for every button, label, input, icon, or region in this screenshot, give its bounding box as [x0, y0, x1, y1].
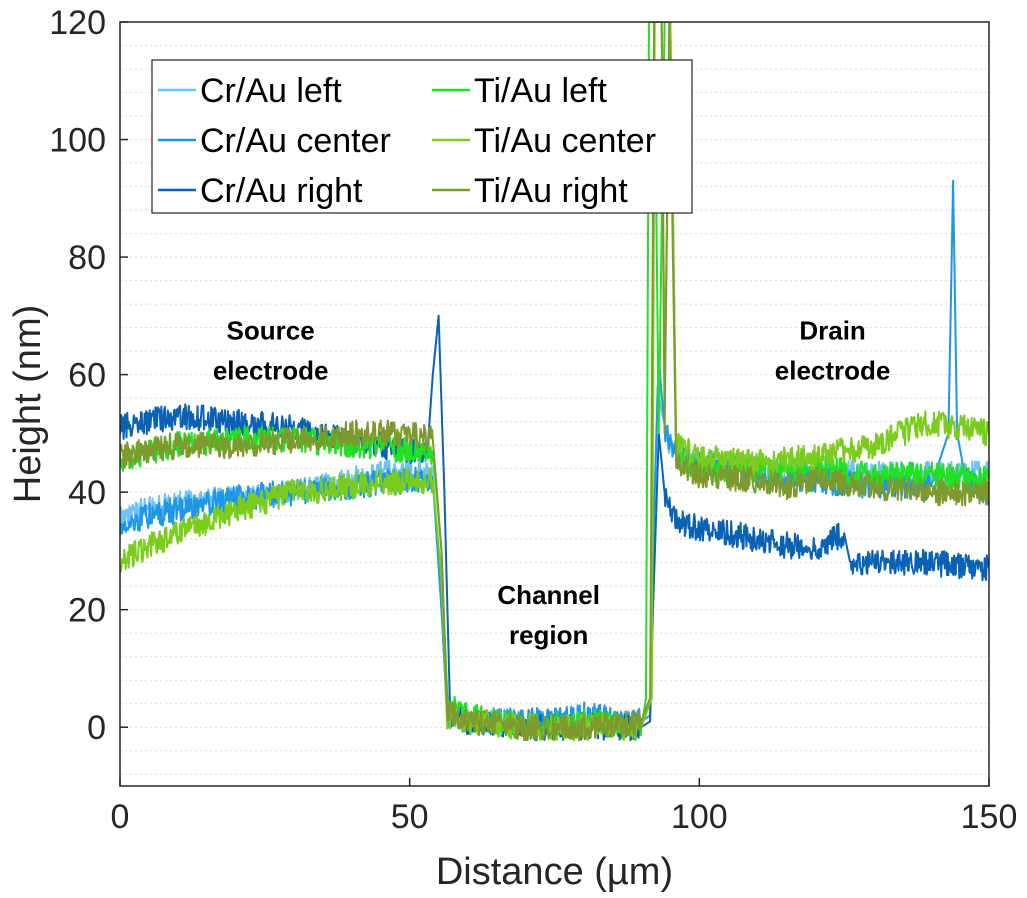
legend: Cr/Au left Cr/Au center Cr/Au right Ti/Au l… [151, 59, 693, 214]
series-line-ti-au-right [120, 22, 989, 742]
x-tick-label: 150 [961, 798, 1018, 836]
y-tick-label: 20 [68, 592, 106, 630]
legend-box [151, 59, 693, 214]
annotation-text: electrode [213, 355, 329, 385]
annotation-text: region [509, 620, 588, 650]
legend-entry: Cr/Au center [200, 122, 391, 160]
series-lines [120, 22, 989, 742]
annotation-text: Source [227, 315, 315, 345]
series-line-cr-au-right [120, 314, 989, 742]
y-tick-label: 100 [49, 122, 106, 160]
legend-entry: Ti/Au right [474, 172, 628, 210]
plot-frame [119, 21, 990, 787]
annotations: Source electrode Channel region Drain electro… [213, 315, 891, 649]
y-axis-label: Height (nm) [7, 305, 49, 504]
x-axis-label: Distance (µm) [436, 851, 673, 893]
y-tick-label: 120 [49, 4, 106, 42]
y-tick-label: 40 [68, 474, 106, 512]
x-tick-label: 100 [671, 798, 728, 836]
y-tick-label: 80 [68, 239, 106, 277]
annotation-text: Channel [497, 580, 600, 610]
y-tick-label: 60 [68, 357, 106, 395]
axis-ticks: 0 50 100 150 0 20 40 60 80 100 120 [49, 4, 1017, 836]
x-tick-label: 50 [391, 798, 429, 836]
y-tick-label: 0 [87, 709, 106, 747]
annotation-text: electrode [775, 355, 891, 385]
legend-entry: Ti/Au center [474, 122, 656, 160]
legend-entry: Cr/Au right [200, 172, 363, 210]
annotation-text: Drain [799, 315, 865, 345]
legend-entry: Ti/Au left [474, 72, 607, 110]
legend-entry: Cr/Au left [200, 72, 342, 110]
x-tick-label: 0 [111, 798, 130, 836]
